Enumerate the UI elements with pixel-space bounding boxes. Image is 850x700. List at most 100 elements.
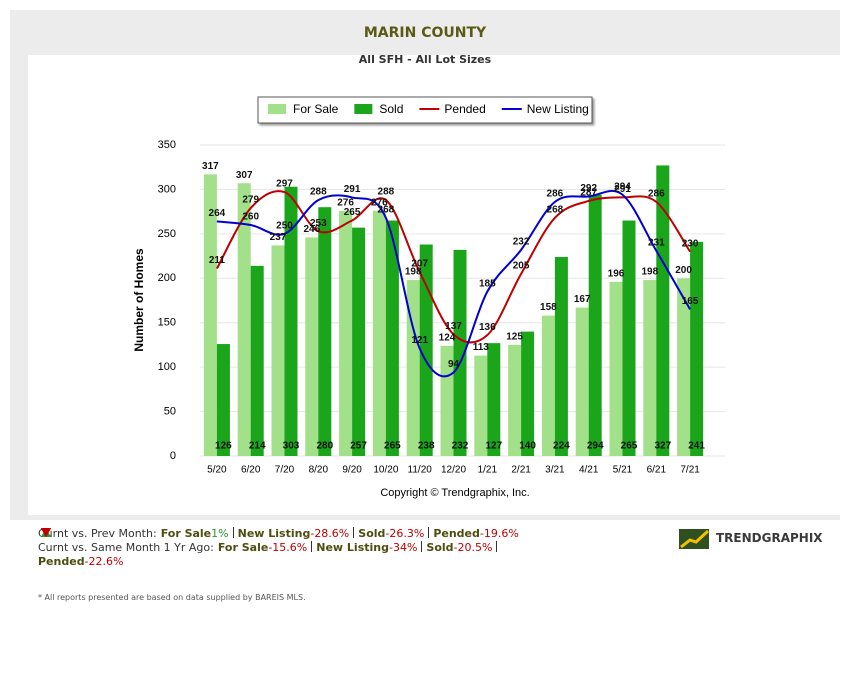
x-tick-label: 10/20 — [373, 465, 398, 476]
value-label: 257 — [350, 441, 367, 452]
value-label: 291 — [344, 184, 361, 195]
value-label: 292 — [580, 183, 597, 194]
value-label: 264 — [209, 208, 226, 219]
x-tick-label: 6/20 — [241, 465, 261, 476]
value-label: 250 — [276, 220, 293, 231]
bar — [339, 210, 353, 456]
value-label: 268 — [547, 205, 564, 216]
value-label: 124 — [439, 332, 456, 343]
value-label: 140 — [519, 441, 536, 452]
legend-label: New Listing — [527, 102, 589, 116]
comparison-label: Curnt vs. Same Month 1 Yr Ago: — [38, 541, 214, 554]
bar — [318, 207, 332, 456]
separator — [353, 527, 355, 538]
x-tick-label: 3/21 — [545, 465, 565, 476]
series-line — [216, 190, 691, 344]
separator — [421, 541, 423, 552]
comparison-row: Curnt vs. Same Month 1 Yr Ago: For Sale -1… — [38, 528, 548, 569]
bar — [440, 345, 454, 456]
value-label: 246 — [303, 224, 320, 235]
x-tick-label: 11/20 — [408, 465, 433, 476]
value-label: 265 — [384, 441, 401, 452]
metric-name: Pended — [38, 555, 85, 568]
logo: TRENDGRAPHIX — [678, 527, 828, 551]
separator — [428, 527, 430, 538]
chart-panel — [28, 55, 842, 515]
y-tick-label: 50 — [164, 405, 176, 417]
value-label: 294 — [587, 441, 604, 452]
value-label: 276 — [371, 197, 388, 208]
x-tick-label: 4/21 — [579, 465, 599, 476]
x-tick-label: 7/21 — [680, 465, 700, 476]
metric-name: New Listing — [316, 541, 389, 554]
bar — [690, 241, 704, 456]
value-label: 207 — [411, 259, 428, 270]
separator — [232, 527, 234, 538]
y-tick-label: 200 — [158, 272, 176, 284]
x-tick-label: 5/20 — [207, 465, 227, 476]
chart: MARIN COUNTY All SFH - All Lot Sizes Num… — [132, 25, 725, 499]
value-label: 205 — [513, 260, 530, 271]
metric-name: Sold — [426, 541, 454, 554]
legend-label: Sold — [379, 102, 403, 116]
legend-label: For Sale — [293, 102, 339, 116]
logo-icon — [679, 529, 710, 549]
change-value: -26.3% — [385, 527, 425, 540]
y-tick-label: 150 — [158, 317, 176, 329]
value-label: 303 — [283, 441, 300, 452]
bar — [305, 237, 319, 456]
value-label: 327 — [654, 441, 671, 452]
y-tick-label: 300 — [158, 183, 176, 195]
value-label: 238 — [418, 441, 435, 452]
value-label: 136 — [479, 322, 496, 333]
value-label: 214 — [249, 441, 266, 452]
bar — [419, 244, 433, 456]
bar — [622, 220, 636, 456]
bar — [609, 281, 623, 456]
bar — [271, 245, 285, 456]
value-label: 232 — [513, 236, 530, 247]
value-label: 167 — [574, 294, 591, 305]
value-label: 211 — [209, 255, 226, 266]
value-label: 237 — [270, 232, 287, 243]
value-label: 286 — [648, 189, 665, 200]
legend-box — [257, 96, 593, 124]
legend-label: Pended — [444, 102, 485, 116]
bar — [352, 227, 366, 456]
value-label: 291 — [614, 184, 631, 195]
bar — [237, 183, 251, 457]
series-line — [216, 190, 691, 378]
value-label: 280 — [316, 441, 333, 452]
x-tick-label: 2/21 — [511, 465, 531, 476]
value-label: 288 — [378, 187, 395, 198]
x-tick-label: 1/21 — [478, 465, 498, 476]
x-tick-label: 5/21 — [613, 465, 633, 476]
legend-swatch — [268, 104, 286, 114]
bar — [588, 194, 602, 456]
logo-arrow — [680, 529, 710, 549]
value-label: 200 — [675, 265, 692, 276]
y-tick-label: 100 — [158, 361, 176, 373]
x-tick-label: 7/20 — [275, 465, 295, 476]
bar — [406, 280, 420, 456]
value-label: 317 — [202, 161, 219, 172]
x-tick-label: 8/20 — [309, 465, 329, 476]
bar — [474, 355, 488, 456]
value-label: 224 — [553, 441, 570, 452]
change-value: -34% — [388, 541, 418, 554]
bar — [643, 280, 657, 456]
value-label: 297 — [276, 179, 293, 190]
bar — [284, 186, 298, 456]
y-tick-label: 250 — [158, 228, 176, 240]
value-label: 94 — [448, 359, 460, 370]
chart-subtitle: All SFH - All Lot Sizes — [359, 53, 492, 66]
value-label: 265 — [344, 207, 361, 218]
metric-name: Sold — [358, 527, 386, 540]
change-value: -15.6% — [268, 541, 308, 554]
change-value: -20.5% — [453, 541, 493, 554]
value-label: 288 — [310, 187, 327, 198]
value-label: 230 — [682, 238, 699, 249]
bar — [554, 256, 568, 456]
metric-name: New Listing — [237, 527, 311, 540]
